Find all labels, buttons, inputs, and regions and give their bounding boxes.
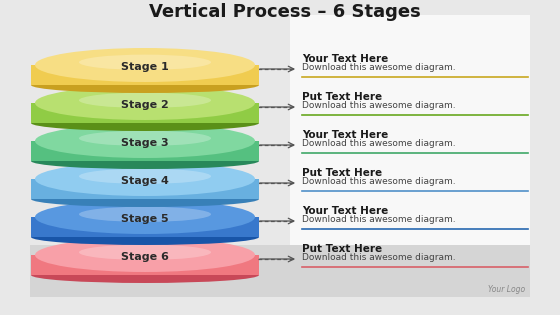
Text: Download this awesome diagram.: Download this awesome diagram.: [302, 215, 456, 224]
Text: Stage 4: Stage 4: [121, 176, 169, 186]
Ellipse shape: [31, 77, 259, 93]
FancyBboxPatch shape: [31, 103, 259, 123]
FancyBboxPatch shape: [31, 217, 259, 237]
Text: Stage 6: Stage 6: [121, 252, 169, 262]
Ellipse shape: [35, 200, 255, 234]
Text: Your Text Here: Your Text Here: [302, 54, 388, 64]
Text: Download this awesome diagram.: Download this awesome diagram.: [302, 139, 456, 148]
Text: Your Logo: Your Logo: [488, 285, 525, 295]
Text: Download this awesome diagram.: Download this awesome diagram.: [302, 253, 456, 262]
Ellipse shape: [79, 54, 211, 70]
Ellipse shape: [79, 93, 211, 108]
Text: Your Text Here: Your Text Here: [302, 130, 388, 140]
Ellipse shape: [35, 238, 255, 272]
Text: Stage 2: Stage 2: [121, 100, 169, 110]
Text: Download this awesome diagram.: Download this awesome diagram.: [302, 63, 456, 72]
Ellipse shape: [35, 162, 255, 196]
FancyBboxPatch shape: [31, 179, 259, 199]
FancyBboxPatch shape: [290, 15, 530, 297]
Ellipse shape: [79, 245, 211, 260]
Ellipse shape: [31, 191, 259, 207]
Ellipse shape: [35, 124, 255, 158]
Text: Stage 1: Stage 1: [121, 62, 169, 72]
Text: Your Text Here: Your Text Here: [302, 206, 388, 216]
Ellipse shape: [35, 48, 255, 82]
Text: Put Text Here: Put Text Here: [302, 92, 382, 102]
FancyBboxPatch shape: [31, 255, 259, 275]
Text: Download this awesome diagram.: Download this awesome diagram.: [302, 177, 456, 186]
FancyBboxPatch shape: [30, 245, 530, 297]
Text: Download this awesome diagram.: Download this awesome diagram.: [302, 101, 456, 110]
Ellipse shape: [79, 131, 211, 146]
Text: Stage 3: Stage 3: [121, 138, 169, 148]
FancyBboxPatch shape: [31, 65, 259, 85]
Ellipse shape: [31, 153, 259, 169]
Ellipse shape: [79, 207, 211, 222]
Ellipse shape: [31, 267, 259, 283]
Ellipse shape: [31, 229, 259, 245]
Ellipse shape: [31, 115, 259, 131]
Ellipse shape: [35, 86, 255, 120]
Text: Put Text Here: Put Text Here: [302, 244, 382, 255]
Ellipse shape: [79, 169, 211, 184]
Text: Put Text Here: Put Text Here: [302, 169, 382, 178]
Text: Stage 5: Stage 5: [121, 214, 169, 224]
Text: Vertical Process – 6 Stages: Vertical Process – 6 Stages: [149, 3, 421, 21]
FancyBboxPatch shape: [31, 141, 259, 161]
